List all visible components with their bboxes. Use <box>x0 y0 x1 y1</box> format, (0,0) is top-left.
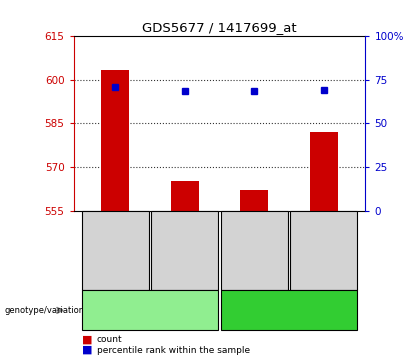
Text: GSM1372822: GSM1372822 <box>250 225 259 276</box>
Text: GSM1372821: GSM1372821 <box>180 225 189 276</box>
Bar <box>240 190 268 211</box>
Text: GSM1372823: GSM1372823 <box>319 225 328 276</box>
Text: ■: ■ <box>82 334 92 344</box>
Bar <box>310 132 338 211</box>
Bar <box>171 182 199 211</box>
Text: GSM1372820: GSM1372820 <box>111 225 120 276</box>
Text: ■: ■ <box>82 345 92 355</box>
Text: count: count <box>97 335 122 344</box>
Bar <box>101 70 129 211</box>
Text: control vector: control vector <box>118 306 181 315</box>
Text: genotype/variation: genotype/variation <box>4 306 84 315</box>
Text: IDH1 R132C mutant: IDH1 R132C mutant <box>244 306 334 315</box>
Text: percentile rank within the sample: percentile rank within the sample <box>97 346 250 355</box>
Title: GDS5677 / 1417699_at: GDS5677 / 1417699_at <box>142 21 297 34</box>
